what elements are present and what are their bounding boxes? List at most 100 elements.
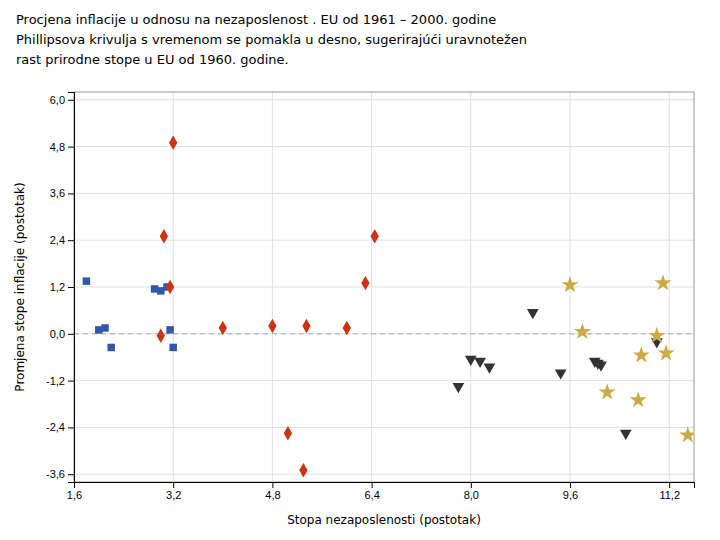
x-axis-title: Stopa nezaposlenosti (postotak) — [287, 513, 481, 527]
y-tick-label: 2,4 — [50, 234, 65, 246]
point — [371, 229, 379, 243]
x-axis-line — [75, 483, 695, 489]
point — [299, 463, 307, 477]
x-tick: 8,0 — [464, 482, 479, 501]
point — [107, 344, 114, 351]
y-tick-label: 3,6 — [50, 187, 65, 199]
y-tick-mark — [68, 240, 74, 241]
y-tick-label: -1,2 — [46, 375, 65, 387]
point — [219, 321, 227, 335]
x-tick-mark — [570, 482, 571, 488]
y-tick-mark — [68, 427, 74, 428]
grid-line — [74, 427, 694, 428]
y-tick-label: 4,8 — [50, 141, 65, 153]
y-axis-title: Promjena stope inflacije (postotak) — [13, 182, 27, 391]
y-tick-label: -3,6 — [46, 468, 65, 480]
title: Procjena inflacije u odnosu na nezaposle… — [16, 12, 496, 27]
x-tick: 3,2 — [166, 482, 181, 501]
point — [157, 329, 165, 343]
point — [474, 358, 486, 368]
grid-line — [74, 99, 694, 100]
point — [648, 327, 665, 343]
point — [599, 383, 616, 399]
y-tick-label: 1,2 — [50, 281, 65, 293]
x-tick-label: 4,8 — [265, 489, 280, 501]
y-tick: -1,2 — [46, 375, 74, 387]
y-tick: -2,4 — [46, 421, 74, 433]
y-tick-label: 6,0 — [50, 94, 65, 106]
marks — [74, 135, 694, 477]
point — [343, 321, 351, 335]
point — [620, 430, 632, 440]
grid-line — [74, 193, 694, 194]
grid-line — [74, 380, 694, 381]
x-tick-label: 11,2 — [659, 489, 680, 501]
y-tick: -3,6 — [46, 468, 74, 480]
grid-line — [74, 240, 694, 241]
point — [630, 391, 647, 407]
point — [83, 277, 90, 284]
x-tick-label: 6,4 — [364, 489, 379, 501]
series — [83, 277, 177, 351]
x-tick-label: 9,6 — [563, 489, 578, 501]
x-tick-mark — [471, 482, 472, 488]
point — [302, 319, 310, 333]
point — [166, 326, 173, 333]
point — [465, 356, 477, 366]
chart: Procjena inflacije u odnosu na nezaposle… — [0, 0, 720, 540]
y-tick-mark — [68, 193, 74, 194]
point — [658, 344, 675, 360]
title: rast prirodne stope u EU od 1960. godine… — [16, 52, 289, 67]
y-tick: 0,0 — [50, 328, 74, 340]
point — [561, 276, 578, 292]
title: Phillipsova krivulja s vremenom se pomak… — [16, 32, 527, 47]
x-tick-mark — [669, 482, 670, 488]
point — [361, 276, 369, 290]
point — [166, 280, 174, 294]
y-axis: -3,6 -2,4 -1,2 0,0 1,2 2,4 3,6 4,8 6,0 — [46, 93, 74, 483]
y-tick-mark — [68, 100, 74, 101]
x-axis: 1,6 3,2 4,8 6,4 8,0 9,6 11,2 — [67, 482, 695, 501]
y-tick: 2,4 — [50, 234, 74, 246]
plot-frame — [74, 92, 694, 482]
series — [453, 309, 663, 440]
point — [574, 323, 591, 339]
y-tick: 4,8 — [50, 141, 74, 153]
point — [160, 229, 168, 243]
x-tick-label: 1,6 — [67, 489, 82, 501]
point — [484, 364, 496, 374]
point — [527, 309, 539, 319]
x-tick-label: 3,2 — [166, 489, 181, 501]
point — [679, 426, 694, 442]
x-tick-label: 8,0 — [464, 489, 479, 501]
point — [169, 344, 176, 351]
x-tick: 11,2 — [659, 482, 680, 501]
grid-line — [74, 474, 694, 475]
x-tick: 6,4 — [364, 482, 379, 501]
point — [453, 383, 465, 393]
point — [633, 346, 650, 362]
point — [284, 426, 292, 440]
x-tick-mark — [272, 482, 273, 488]
y-tick-mark — [68, 381, 74, 382]
point — [595, 362, 607, 372]
grid-line — [74, 146, 694, 147]
y-tick-mark — [68, 334, 74, 335]
y-tick-mark — [68, 474, 74, 475]
plot: 1,6 3,2 4,8 6,4 8,0 9,6 11,2 -3,6 -2,4 -1,2 0,0 1,2… — [13, 92, 696, 527]
x-tick-mark — [173, 482, 174, 488]
point — [654, 274, 671, 290]
y-axis-line — [68, 93, 75, 483]
y-tick: 3,6 — [50, 187, 74, 199]
x-tick-mark — [372, 482, 373, 488]
series — [157, 135, 379, 477]
y-tick-label: -2,4 — [46, 421, 65, 433]
point — [101, 324, 108, 331]
y-tick: 6,0 — [50, 94, 74, 106]
point — [169, 135, 177, 149]
x-tick: 1,6 — [67, 482, 82, 501]
point — [268, 319, 276, 333]
y-tick: 1,2 — [50, 281, 74, 293]
point — [555, 369, 567, 379]
series — [561, 274, 694, 442]
